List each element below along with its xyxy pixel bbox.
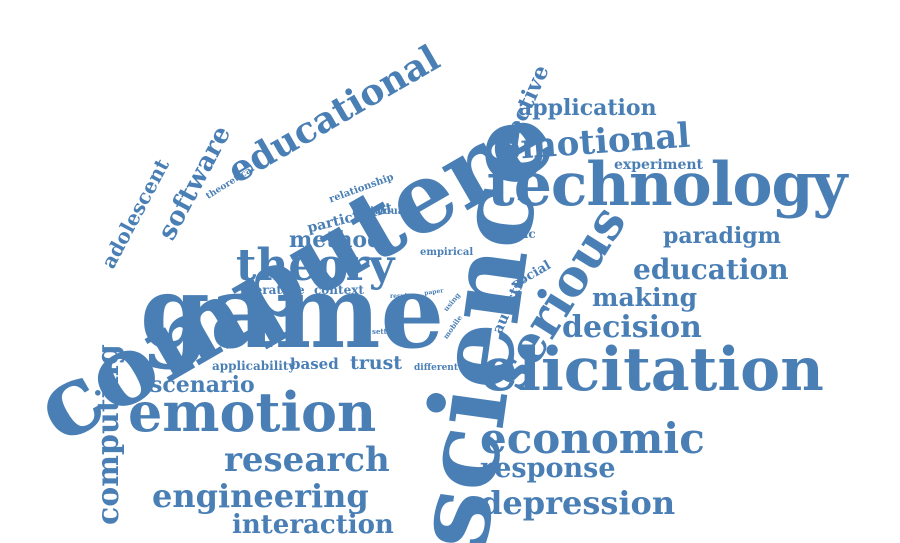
word-paradigm: paradigm [663,223,781,249]
word-based: based [290,355,339,373]
word-empirical: empirical [420,247,474,258]
word-context: context [314,283,364,297]
word-elicitation: elicitation [480,335,824,405]
word-scenario: scenario [150,372,255,398]
word-computing: computing [91,344,126,525]
word-game: game [140,253,445,371]
word-research: research [224,440,390,480]
word-different: different [414,363,458,373]
word-interaction: interaction [232,510,394,540]
word-setting: setting [372,327,400,336]
word-trust: trust [350,352,403,374]
word-experiment: experiment [614,157,704,173]
word-elicit: elicit [410,294,425,300]
word-theory: theory [236,240,395,291]
word-education: education [633,253,789,286]
word-specific: specific [485,227,536,241]
word-result: result [390,293,410,300]
word-making: making [592,283,698,312]
word-literature: literature [240,283,305,297]
word-depression: depression [480,484,676,522]
word-application: application [518,95,657,121]
word-technology: technology [487,150,847,220]
word-response: response [480,453,616,484]
word-method: method [289,227,383,253]
word-decision: decision [562,310,702,345]
word-emotion: emotion [128,380,377,444]
word-applicability: applicability [212,359,296,373]
word-individual: individual [352,206,409,217]
word-economic: economic [480,414,705,463]
word-engineering: engineering [152,477,369,515]
